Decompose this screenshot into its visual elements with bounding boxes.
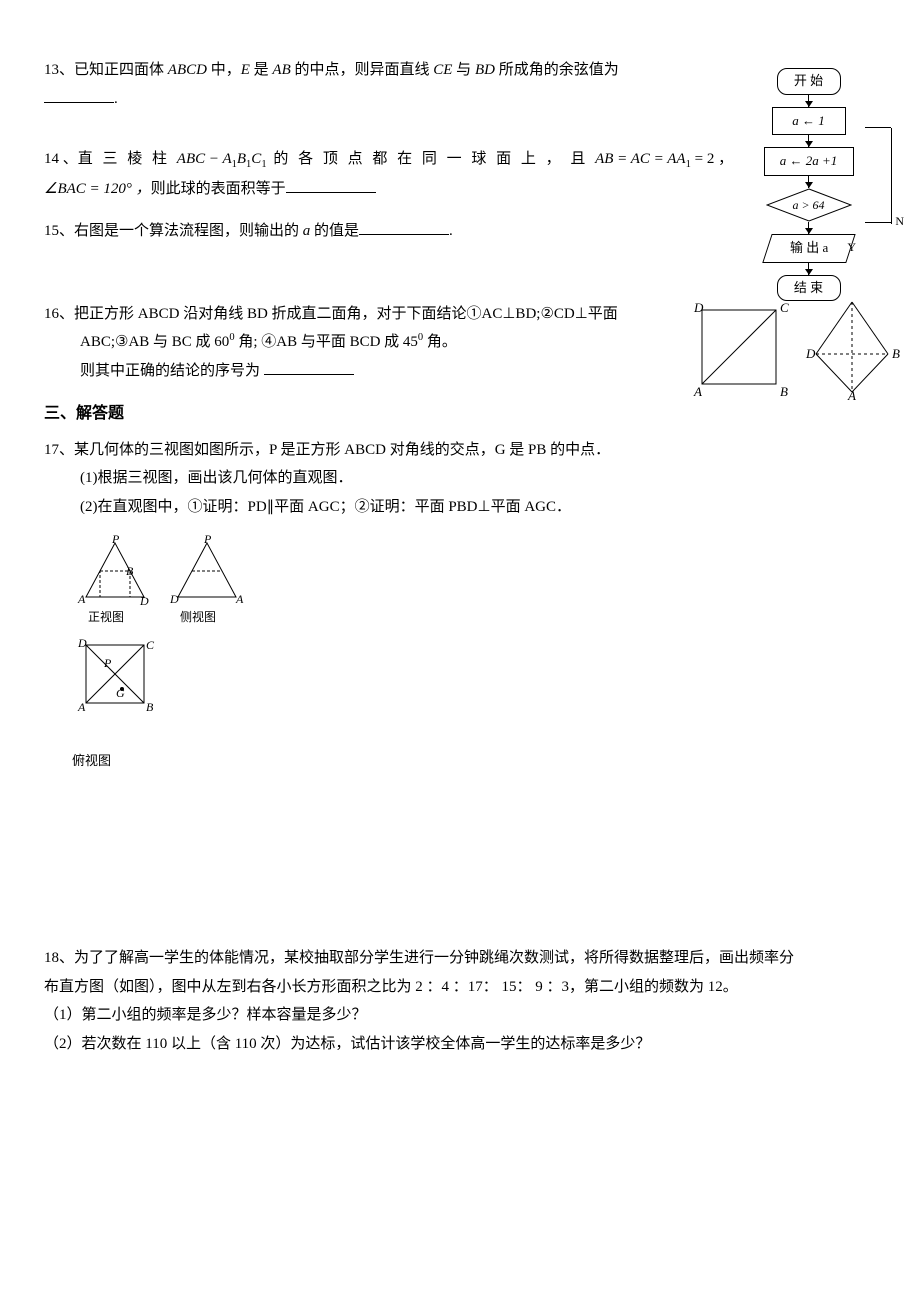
problem-14: 14 、直 三 棱 柱 ABC − A1B1C1 的 各 顶 点 都 在 同 一… bbox=[44, 145, 744, 203]
p16-tb: ABC;③AB 与 BC 成 60 bbox=[80, 334, 229, 350]
p14-ta: 直 三 棱 柱 bbox=[78, 151, 177, 167]
p14-b: B bbox=[237, 151, 246, 167]
svg-text:D: D bbox=[77, 636, 87, 650]
p14-eq: AB = AC = AA bbox=[595, 151, 686, 167]
fc-cond: a > 64 bbox=[766, 188, 852, 222]
p13-td: 的中点，则异面直线 bbox=[291, 62, 434, 78]
p14-angle: ∠BAC = 120° ， bbox=[44, 181, 151, 197]
p16-blank bbox=[264, 360, 354, 375]
p14-tc: 则此球的表面积等于 bbox=[151, 181, 286, 197]
fc-no: N bbox=[895, 210, 904, 233]
p14-c: C bbox=[251, 151, 261, 167]
svg-text:B: B bbox=[146, 700, 154, 714]
svg-text:B: B bbox=[780, 384, 788, 399]
p13-tb: 中， bbox=[207, 62, 241, 78]
top-view-caption: 俯视图 bbox=[72, 749, 876, 774]
p18-tb: 布直方图（如图），图中从左到右各小长方形面积之比为 2 ：4 ：17： 15： … bbox=[44, 973, 876, 1002]
p18-part2: （2）若次数在 110 以上（含 110 次）为达标，试估计该学校全体高一学生的… bbox=[44, 1030, 876, 1059]
svg-text:D: D bbox=[805, 346, 816, 361]
p18-num: 18、 bbox=[44, 950, 74, 966]
problem-18: 18、为了了解高一学生的体能情况，某校抽取部分学生进行一分钟跳绳次数测试，将所得… bbox=[44, 944, 876, 1058]
problem-13: 13、已知正四面体 ABCD 中，E 是 AB 的中点，则异面直线 CE 与 B… bbox=[44, 56, 704, 113]
p13-bd: BD bbox=[475, 62, 495, 78]
p16-num: 16、 bbox=[44, 306, 74, 322]
views-figure: P B A D 正视图 P D A 侧视图 D C A B P G bbox=[72, 535, 876, 745]
p15-blank bbox=[359, 220, 449, 235]
p13-abcd: ABCD bbox=[168, 62, 207, 78]
p17-part1: (1)根据三视图，画出该几何体的直观图． bbox=[80, 464, 876, 493]
p16-tc: 角; ④AB 与平面 BCD 成 45 bbox=[235, 334, 418, 350]
p18-ta: 为了了解高一学生的体能情况，某校抽取部分学生进行一分钟跳绳次数测试，将所得数据整… bbox=[74, 950, 794, 966]
fc-init: a ← 1 bbox=[772, 107, 846, 136]
p16-diagram: D C A B C D B A bbox=[692, 300, 902, 411]
p13-tc: 是 bbox=[250, 62, 273, 78]
p13-ab: AB bbox=[272, 62, 290, 78]
svg-text:P: P bbox=[203, 535, 212, 546]
p17-num: 17、 bbox=[44, 442, 74, 458]
p15-period: . bbox=[449, 223, 453, 239]
p13-ta: 已知正四面体 bbox=[74, 62, 168, 78]
fc-step: a ← 2a +1 bbox=[764, 147, 854, 176]
svg-text:C: C bbox=[780, 300, 789, 315]
svg-text:A: A bbox=[77, 592, 86, 606]
p14-eq2: = 2 ， bbox=[691, 151, 733, 167]
p13-e: E bbox=[241, 62, 250, 78]
p15-num: 15、 bbox=[44, 223, 74, 239]
problem-15: 15、右图是一个算法流程图，则输出的 a 的值是. bbox=[44, 217, 704, 246]
fc-end: 结 束 bbox=[777, 275, 841, 302]
svg-text:A: A bbox=[847, 388, 856, 400]
p14-blank bbox=[286, 178, 376, 193]
p14-num: 14 、 bbox=[44, 151, 78, 167]
svg-text:C: C bbox=[146, 638, 155, 652]
svg-text:P: P bbox=[103, 656, 112, 670]
svg-text:P: P bbox=[111, 535, 120, 546]
fc-out: 输 出 a bbox=[762, 234, 855, 263]
fc-yes: Y bbox=[847, 236, 856, 259]
fc-loop-line bbox=[891, 128, 892, 224]
p13-period: . bbox=[114, 91, 118, 107]
svg-text:G: G bbox=[116, 686, 125, 700]
p13-num: 13、 bbox=[44, 62, 74, 78]
problem-16: 16、把正方形 ABCD 沿对角线 BD 折成直二面角，对于下面结论①AC⊥BD… bbox=[44, 300, 674, 386]
svg-text:D: D bbox=[139, 594, 149, 608]
svg-text:D: D bbox=[693, 300, 704, 315]
svg-text:D: D bbox=[169, 592, 179, 606]
p17-part2: (2)在直观图中，①证明：PD∥平面 AGC；②证明：平面 PBD⊥平面 AGC… bbox=[80, 493, 876, 522]
p15-ta: 右图是一个算法流程图，则输出的 bbox=[74, 223, 303, 239]
p13-tf: 所成角的余弦值为 bbox=[495, 62, 619, 78]
p16-te: 则其中正确的结论的序号为 bbox=[80, 363, 264, 379]
p18-part1: （1）第二小组的频率是多少？样本容量是多少？ bbox=[44, 1001, 876, 1030]
svg-text:B: B bbox=[892, 346, 900, 361]
p16-td: 角。 bbox=[423, 334, 457, 350]
svg-text:C: C bbox=[850, 300, 859, 303]
fc-start: 开 始 bbox=[777, 68, 841, 95]
p13-te: 与 bbox=[452, 62, 475, 78]
flowchart: 开 始 a ← 1 a ← 2a +1 a > 64 输 出 a 结 束 N Y bbox=[731, 68, 886, 301]
p13-blank bbox=[44, 88, 114, 103]
p17-ta: 某几何体的三视图如图所示，P 是正方形 ABCD 对角线的交点，G 是 PB 的… bbox=[74, 442, 610, 458]
svg-text:A: A bbox=[693, 384, 702, 399]
problem-17: 17、某几何体的三视图如图所示，P 是正方形 ABCD 对角线的交点，G 是 P… bbox=[44, 436, 876, 522]
svg-text:A: A bbox=[77, 700, 86, 714]
p14-tb: 的 各 顶 点 都 在 同 一 球 面 上 ， 且 bbox=[267, 151, 596, 167]
svg-text:B: B bbox=[126, 564, 134, 578]
svg-text:侧视图: 侧视图 bbox=[180, 609, 216, 624]
svg-text:正视图: 正视图 bbox=[88, 609, 124, 624]
p15-tb: 的值是 bbox=[310, 223, 359, 239]
p14-prism: ABC − A bbox=[177, 151, 232, 167]
p16-ta: 把正方形 ABCD 沿对角线 BD 折成直二面角，对于下面结论①AC⊥BD;②C… bbox=[74, 306, 618, 322]
p13-ce: CE bbox=[433, 62, 452, 78]
svg-text:A: A bbox=[235, 592, 244, 606]
